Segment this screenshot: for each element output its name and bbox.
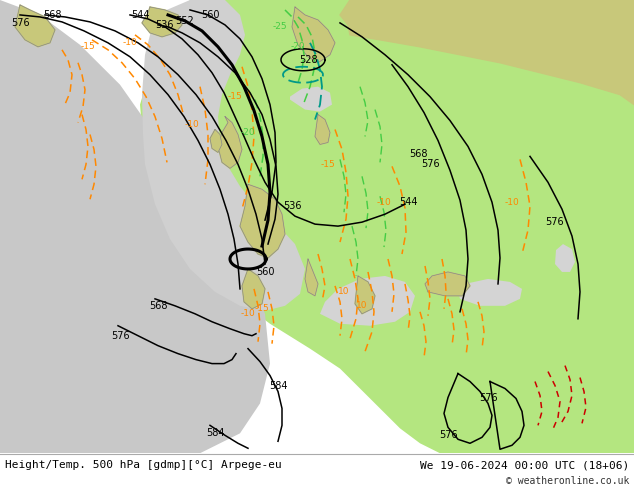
Text: -10: -10 xyxy=(505,198,519,207)
Text: 560: 560 xyxy=(201,10,219,20)
Text: -10: -10 xyxy=(122,38,138,48)
Text: 576: 576 xyxy=(11,18,29,28)
Polygon shape xyxy=(218,117,242,169)
Polygon shape xyxy=(458,279,522,306)
Text: -10: -10 xyxy=(241,309,256,318)
Polygon shape xyxy=(142,0,305,311)
Text: 568: 568 xyxy=(409,149,427,159)
Text: -20: -20 xyxy=(290,42,306,51)
Text: 552: 552 xyxy=(176,16,195,26)
Polygon shape xyxy=(305,259,318,296)
Text: -20: -20 xyxy=(241,128,256,137)
Text: -15: -15 xyxy=(81,42,95,51)
Text: 584: 584 xyxy=(206,428,224,439)
Text: 544: 544 xyxy=(399,197,417,207)
Polygon shape xyxy=(242,269,265,309)
Polygon shape xyxy=(560,0,634,55)
Text: 536: 536 xyxy=(283,201,301,211)
Text: 568: 568 xyxy=(149,301,167,311)
Text: -10: -10 xyxy=(377,198,391,207)
Polygon shape xyxy=(15,5,55,47)
Text: -15: -15 xyxy=(321,160,335,169)
Text: 568: 568 xyxy=(42,10,61,20)
Text: 584: 584 xyxy=(269,381,287,391)
Text: 576: 576 xyxy=(421,159,439,170)
Text: -15: -15 xyxy=(228,92,242,101)
Polygon shape xyxy=(555,244,575,272)
Text: -10: -10 xyxy=(184,120,199,129)
Text: 10: 10 xyxy=(339,287,350,296)
Polygon shape xyxy=(340,0,634,104)
Text: 576: 576 xyxy=(439,430,457,441)
Text: 576: 576 xyxy=(479,393,497,403)
Polygon shape xyxy=(140,0,634,453)
Polygon shape xyxy=(315,115,330,145)
Text: We 19-06-2024 00:00 UTC (18+06): We 19-06-2024 00:00 UTC (18+06) xyxy=(420,460,629,470)
Polygon shape xyxy=(240,184,285,258)
Polygon shape xyxy=(292,7,335,63)
Text: -25: -25 xyxy=(273,23,287,31)
Text: © weatheronline.co.uk: © weatheronline.co.uk xyxy=(506,476,629,486)
Text: 10: 10 xyxy=(356,301,368,310)
Polygon shape xyxy=(0,0,270,453)
Polygon shape xyxy=(290,87,332,112)
Text: -15: -15 xyxy=(255,304,269,313)
Text: 528: 528 xyxy=(299,55,317,65)
Text: 536: 536 xyxy=(155,20,173,30)
Polygon shape xyxy=(210,129,222,152)
Polygon shape xyxy=(320,276,415,326)
Polygon shape xyxy=(142,7,182,37)
Text: 576: 576 xyxy=(111,331,129,341)
Polygon shape xyxy=(355,276,375,314)
Text: 576: 576 xyxy=(546,217,564,227)
Polygon shape xyxy=(320,0,634,97)
Text: Height/Temp. 500 hPa [gdmp][°C] Arpege-eu: Height/Temp. 500 hPa [gdmp][°C] Arpege-e… xyxy=(5,460,281,470)
Text: 560: 560 xyxy=(256,267,275,277)
Polygon shape xyxy=(425,272,470,296)
Text: 544: 544 xyxy=(131,10,149,20)
